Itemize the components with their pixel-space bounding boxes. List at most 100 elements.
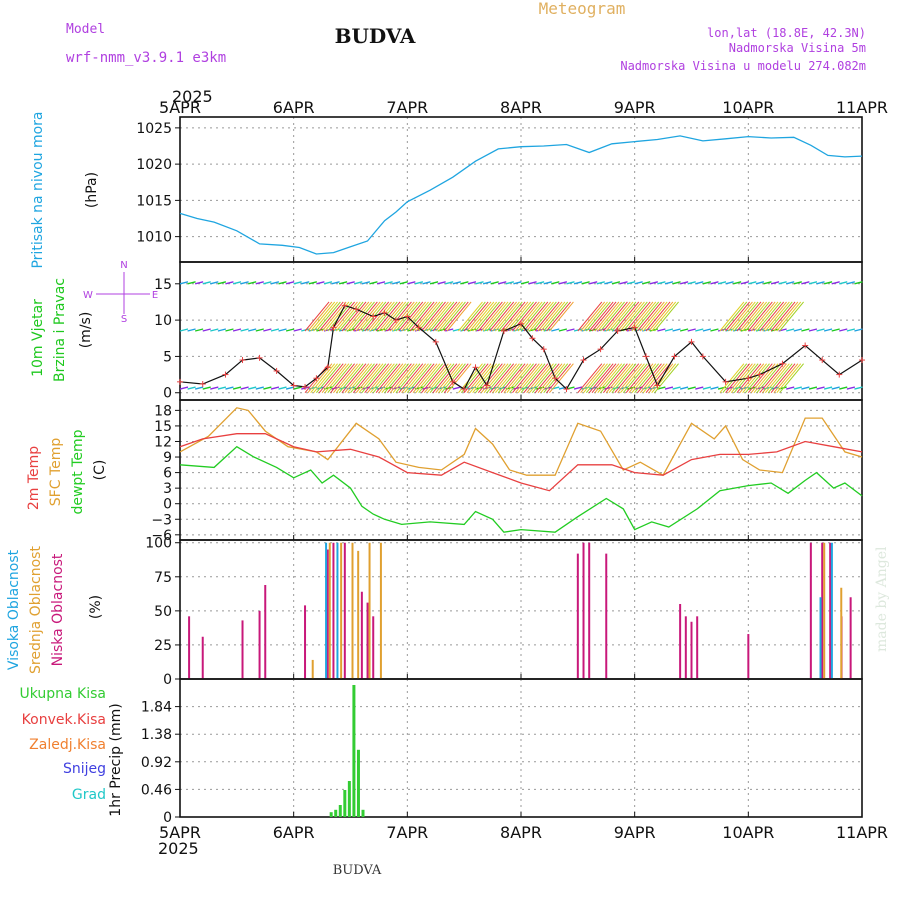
wind-barb: [839, 281, 848, 285]
wind-fan-line: [585, 301, 611, 332]
wind-barb: [399, 328, 408, 332]
wind-fan-line: [742, 363, 768, 394]
wind-fan-line: [756, 363, 782, 394]
top-xtick-10APR: 10APR: [722, 98, 774, 117]
wind-fan-line: [603, 363, 628, 394]
precip-bar: [329, 812, 333, 817]
wind-barb: [823, 328, 833, 332]
precip-legend-2: Zaledj.Kisa: [29, 737, 106, 753]
wind-fan-line: [466, 301, 492, 332]
ytick-label: 0.92: [141, 755, 172, 771]
wind-barb: [475, 281, 484, 285]
wind-fan-line: [534, 363, 560, 394]
wind-barb: [354, 281, 363, 285]
wind-fan-line: [392, 363, 418, 394]
wind-barb: [672, 328, 681, 332]
wind-barb: [611, 281, 621, 285]
wind-barb: [278, 386, 287, 390]
wind-fan-line: [747, 301, 773, 332]
wind-barb: [346, 281, 355, 285]
ytick-label: 1.38: [141, 727, 172, 743]
wind-barb: [407, 281, 416, 285]
wind-fan-line: [333, 363, 358, 394]
wind-barb: [187, 328, 196, 332]
wind-fan-line: [327, 363, 353, 394]
wind-fan-line: [583, 301, 608, 332]
wind-fan-line: [608, 363, 634, 394]
wind-fan-line: [549, 363, 574, 394]
wind-barb: [445, 281, 454, 285]
wind-barb: [338, 281, 348, 285]
wind-fan-line: [605, 301, 631, 332]
wind-barb: [232, 386, 242, 390]
wind-fan-line: [759, 363, 785, 394]
wind-barb: [437, 281, 446, 285]
wind-barb: [664, 328, 674, 332]
wind-fan-line: [611, 301, 637, 332]
wind-fan-line: [358, 363, 384, 394]
wind-fan-line: [463, 363, 489, 394]
wind-barb: [801, 386, 810, 390]
top-xtick-8APR: 8APR: [500, 98, 542, 117]
wind-barb: [558, 328, 568, 332]
wind-barb: [194, 281, 204, 285]
wind-barb: [664, 386, 674, 390]
wind-fan-line: [580, 363, 606, 394]
wind-fan-line: [477, 301, 503, 332]
wind-barb: [695, 386, 704, 390]
ytick-label: 12: [154, 434, 172, 450]
wind-barb: [422, 328, 431, 332]
precip-legend-3: Snijeg: [63, 761, 106, 777]
wind-barb: [664, 281, 674, 285]
wind-barb: [679, 328, 689, 332]
wind-fan-line: [725, 363, 750, 394]
wind-fan-line: [304, 301, 330, 332]
wind-barb: [505, 281, 515, 285]
wind-barb: [376, 328, 386, 332]
wind-fan-line: [642, 363, 668, 394]
wind-fan-line: [375, 363, 401, 394]
wind-fan-line: [401, 363, 427, 394]
wind-barb: [225, 386, 234, 390]
wind-fan-line: [506, 363, 532, 394]
wind-fan-line: [423, 363, 449, 394]
wind-barb: [710, 328, 719, 332]
wind-fan-line: [733, 301, 759, 332]
wind-barb: [543, 281, 552, 285]
wind-fan-line: [333, 301, 358, 332]
wind-fan-line: [466, 363, 492, 394]
wind-fan-line: [614, 301, 640, 332]
wind-fan-line: [617, 301, 643, 332]
wind-barb: [270, 328, 280, 332]
wind-barb: [604, 328, 613, 332]
wind-fan-line: [387, 301, 412, 332]
ytick-label: 18: [154, 403, 172, 419]
mid-cloud-ylabel: Srednja Oblacnost: [28, 546, 44, 674]
wind-fan-line: [753, 301, 779, 332]
top-year-label: 2025: [172, 87, 213, 106]
wind-fan-line: [432, 301, 458, 332]
wind-barb: [786, 386, 795, 390]
wind-barb: [217, 386, 227, 390]
wind-barb: [770, 281, 780, 285]
precip-bar: [352, 685, 356, 817]
wind-barb: [513, 281, 522, 285]
precip-legend-4: Grad: [72, 787, 106, 803]
wind-barb: [179, 328, 189, 332]
wind-fan-line: [435, 301, 461, 332]
wind-barb: [672, 281, 681, 285]
wind-barb: [755, 281, 765, 285]
wind-fan-line: [310, 301, 336, 332]
wind-fan-line: [347, 301, 373, 332]
wind-barb: [422, 281, 431, 285]
wind-barb: [414, 281, 424, 285]
wind-fan-line: [620, 363, 645, 394]
wind-fan-line: [651, 363, 677, 394]
top-xtick-6APR: 6APR: [273, 98, 315, 117]
wind-barb: [763, 328, 772, 332]
wind-fan-line: [406, 301, 432, 332]
wind-fan-line: [389, 301, 415, 332]
compass-s: S: [121, 314, 127, 325]
